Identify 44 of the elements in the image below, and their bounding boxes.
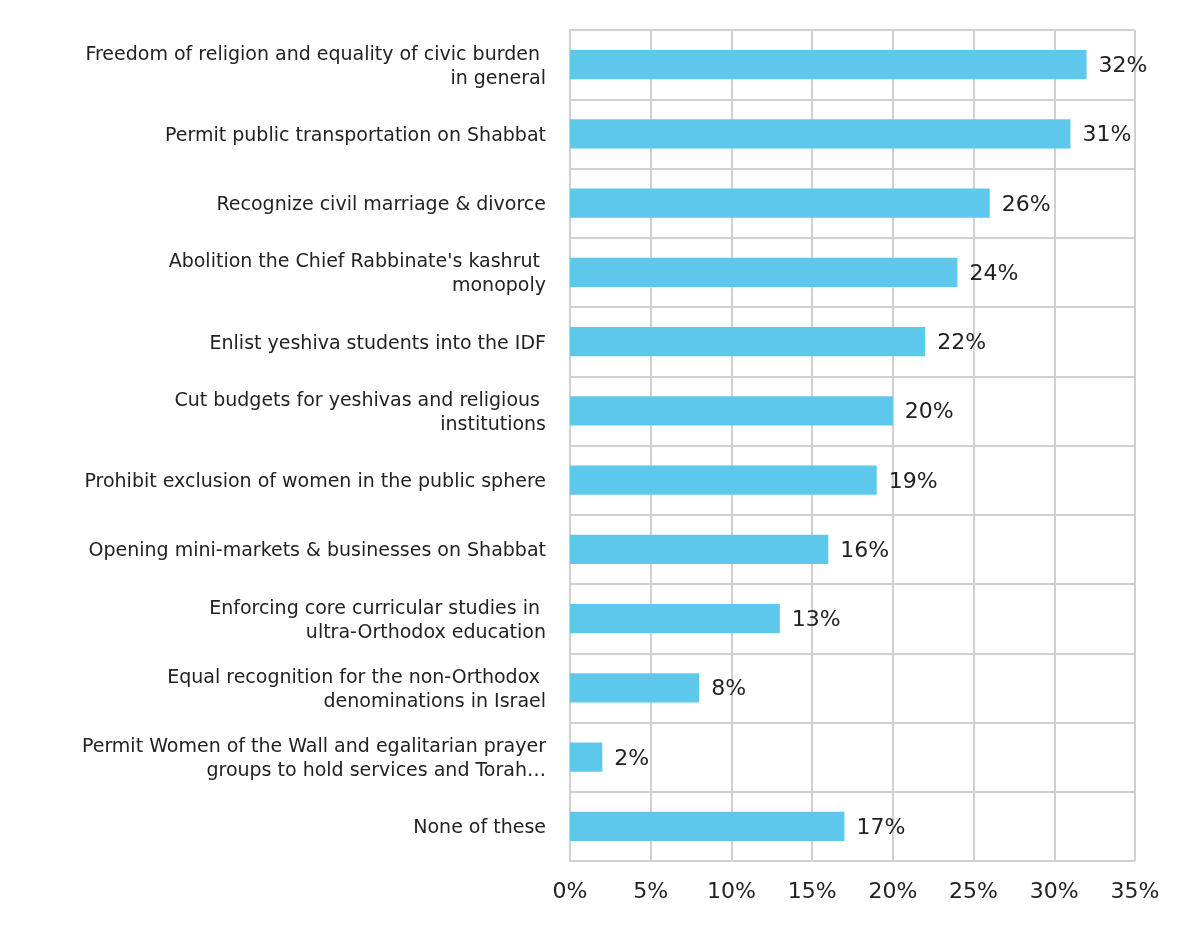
data-label: 8% — [711, 675, 747, 701]
data-label: 32% — [1098, 52, 1148, 78]
x-tick-label: 5% — [633, 877, 669, 903]
x-tick-label: 25% — [949, 877, 999, 903]
x-tick-label: 10% — [706, 877, 756, 903]
y-tick-label: Enlist yeshiva students into the IDF — [209, 330, 546, 353]
x-tick-label: 30% — [1029, 877, 1079, 903]
bar — [570, 50, 1087, 80]
x-tick-label: 15% — [787, 877, 837, 903]
bar — [570, 673, 700, 703]
bar — [570, 119, 1071, 149]
y-tick-label: Recognize civil marriage & divorce — [216, 192, 546, 215]
data-label: 2% — [614, 744, 650, 770]
bar — [570, 811, 845, 841]
y-tick-label: Permit public transportation on Shabbat — [165, 122, 546, 145]
data-label: 19% — [888, 467, 938, 493]
y-tick-label: Equal recognition for the non-Orthodox denominations in Israel — [167, 664, 546, 711]
bar — [570, 257, 958, 287]
data-label: 17% — [856, 813, 906, 839]
bar — [570, 742, 603, 772]
x-tick-label: 0% — [552, 877, 588, 903]
data-label: 26% — [1001, 190, 1051, 216]
bar — [570, 604, 780, 634]
y-tick-label: Cut budgets for yeshivas and religious institutions — [174, 387, 546, 434]
data-label: 16% — [840, 536, 890, 562]
y-tick-label: Enforcing core curricular studies in ultra-Orthodox education — [209, 595, 546, 642]
bar — [570, 534, 829, 564]
data-label: 13% — [791, 606, 841, 632]
bar — [570, 396, 893, 426]
x-tick-label: 20% — [868, 877, 918, 903]
data-label: 24% — [969, 259, 1019, 285]
y-tick-label: Opening mini-markets & businesses on Shabbat — [88, 538, 546, 561]
y-tick-label: Abolition the Chief Rabbinate's kashrut monopoly — [168, 249, 546, 296]
data-label: 20% — [904, 398, 954, 424]
x-tick-label: 35% — [1110, 877, 1160, 903]
y-tick-label: Prohibit exclusion of women in the public sphere — [84, 469, 546, 492]
y-tick-label: None of these — [413, 815, 546, 838]
bar — [570, 465, 877, 495]
y-tick-label: Permit Women of the Wall and egalitarian prayer groups to hold services and Torah… — [81, 734, 547, 781]
data-label: 31% — [1082, 121, 1132, 147]
bar — [570, 327, 926, 357]
y-tick-label: Freedom of religion and equality of civic burden in general — [85, 41, 546, 88]
bar — [570, 188, 990, 218]
data-label: 22% — [937, 329, 987, 355]
